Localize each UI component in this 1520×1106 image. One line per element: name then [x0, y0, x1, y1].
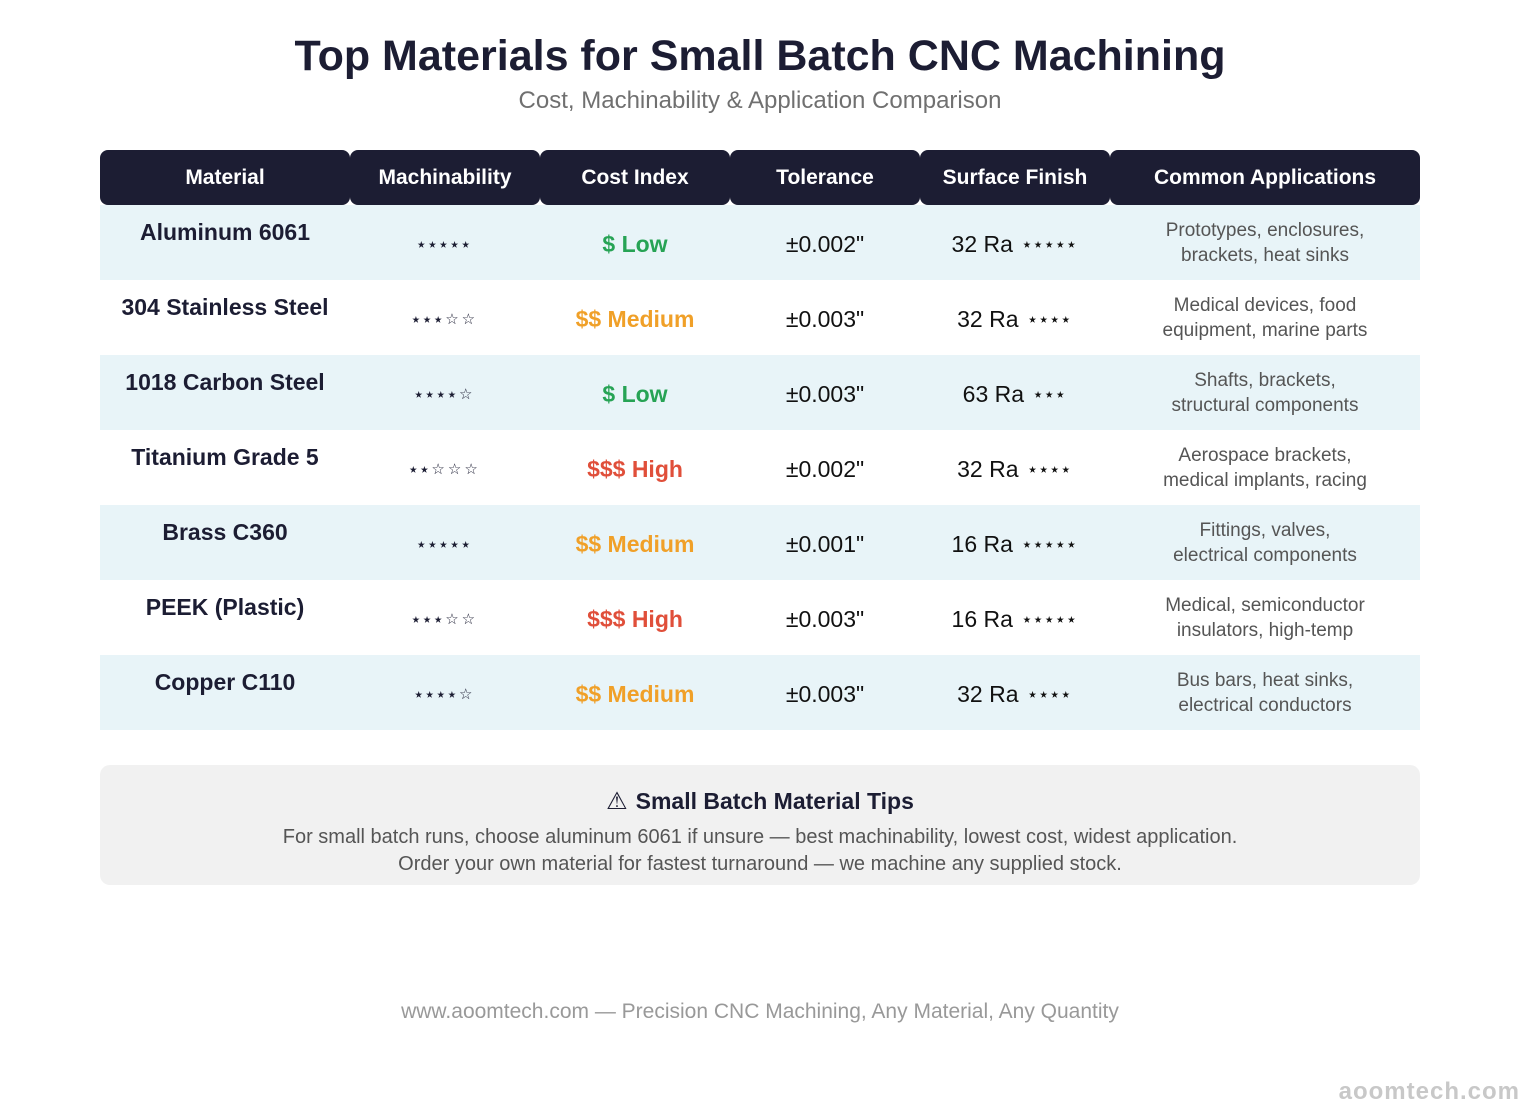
watermark-logo: aoomtech.com	[1338, 1078, 1520, 1105]
column-header-machinability: Machinability	[350, 150, 540, 205]
surface-finish: 16 Ra ⭑⭑⭑⭑⭑	[920, 580, 1110, 655]
material-name: Aluminum 6061	[140, 219, 310, 245]
finish-rating: ⭑⭑⭑	[1034, 385, 1068, 403]
page-subtitle: Cost, Machinability & Application Compar…	[518, 87, 1002, 114]
material-name: 1018 Carbon Steel	[125, 369, 325, 395]
common-applications: Aerospace brackets, medical implants, ra…	[1163, 444, 1367, 491]
finish-value: 32 Ra	[957, 305, 1019, 332]
tips-title-text: Small Batch Material Tips	[635, 788, 914, 814]
tolerance-value: ±0.003"	[785, 305, 865, 332]
cost-index: $$ Medium	[575, 680, 695, 707]
table-header: Material Machinability Cost Index Tolera…	[100, 150, 1420, 205]
finish-value: 16 Ra	[951, 530, 1013, 557]
tips-panel: ⚠ Small Batch Material Tips For small bat…	[100, 765, 1420, 885]
column-header-applications: Common Applications	[1110, 150, 1420, 205]
surface-finish: 32 Ra ⭑⭑⭑⭑	[920, 280, 1110, 355]
material-name: Copper C110	[154, 669, 296, 695]
finish-value: 16 Ra	[951, 605, 1013, 632]
tolerance-value: ±0.003"	[785, 680, 865, 707]
finish-rating: ⭑⭑⭑⭑⭑	[1022, 610, 1079, 628]
tips-line-1: For small batch runs, choose aluminum 60…	[282, 826, 1238, 848]
surface-finish: 32 Ra ⭑⭑⭑⭑⭑	[920, 205, 1110, 280]
finish-value: 63 Ra	[962, 380, 1025, 407]
common-applications: Medical devices, food equipment, marine …	[1162, 294, 1368, 341]
machinability-rating: ⭑⭑⭑☆☆	[411, 610, 479, 628]
table-row: 304 Stainless Steel ⭑⭑⭑☆☆ $$ Medium ±0.0…	[100, 280, 1420, 355]
tolerance-value: ±0.001"	[785, 530, 865, 557]
finish-value: 32 Ra	[951, 230, 1013, 257]
cost-index: $ Low	[602, 380, 668, 407]
machinability-rating: ⭑⭑⭑☆☆	[411, 310, 479, 328]
cost-index: $$ Medium	[575, 305, 695, 332]
machinability-rating: ⭑⭑⭑⭑☆	[414, 385, 476, 403]
machinability-rating: ⭑⭑⭑⭑⭑	[417, 535, 473, 553]
common-applications: Bus bars, heat sinks, electrical conduct…	[1176, 669, 1354, 716]
finish-rating: ⭑⭑⭑⭑	[1028, 460, 1073, 478]
surface-finish: 63 Ra ⭑⭑⭑	[920, 355, 1110, 430]
cost-index: $$ Medium	[575, 530, 695, 557]
tolerance-value: ±0.002"	[785, 230, 865, 257]
table-row: Brass C360 ⭑⭑⭑⭑⭑ $$ Medium ±0.001" 16 Ra…	[100, 505, 1420, 580]
cost-index: $$$ High	[587, 455, 683, 482]
table-row: Copper C110 ⭑⭑⭑⭑☆ $$ Medium ±0.003" 32 R…	[100, 655, 1420, 730]
finish-rating: ⭑⭑⭑⭑	[1028, 310, 1073, 328]
common-applications: Prototypes, enclosures, brackets, heat s…	[1165, 219, 1365, 266]
footer-text: www.aoomtech.com — Precision CNC Machini…	[401, 1000, 1119, 1023]
surface-finish: 32 Ra ⭑⭑⭑⭑	[920, 655, 1110, 730]
table-row: Aluminum 6061 ⭑⭑⭑⭑⭑ $ Low ±0.002" 32 Ra ⭑…	[100, 205, 1420, 280]
common-applications: Fittings, valves, electrical components	[1173, 519, 1357, 566]
finish-value: 32 Ra	[957, 455, 1019, 482]
column-header-cost-index: Cost Index	[540, 150, 730, 205]
tolerance-value: ±0.003"	[785, 605, 865, 632]
material-name: 304 Stainless Steel	[121, 294, 329, 320]
column-header-surface-finish: Surface Finish	[920, 150, 1110, 205]
table-row: PEEK (Plastic) ⭑⭑⭑☆☆ $$$ High ±0.003" 16…	[100, 580, 1420, 655]
finish-rating: ⭑⭑⭑⭑⭑	[1022, 235, 1079, 253]
material-name: Brass C360	[162, 519, 288, 545]
common-applications: Shafts, brackets, structural components	[1171, 369, 1359, 416]
column-header-material: Material	[100, 150, 350, 205]
table-row: 1018 Carbon Steel ⭑⭑⭑⭑☆ $ Low ±0.003" 63…	[100, 355, 1420, 430]
cost-index: $ Low	[602, 230, 668, 257]
machinability-rating: ⭑⭑⭑⭑☆	[414, 685, 476, 703]
table-body: Aluminum 6061 ⭑⭑⭑⭑⭑ $ Low ±0.002" 32 Ra ⭑…	[100, 205, 1420, 730]
surface-finish: 32 Ra ⭑⭑⭑⭑	[920, 430, 1110, 505]
tolerance-value: ±0.002"	[785, 455, 865, 482]
warning-icon: ⚠	[606, 787, 628, 815]
page-title: Top Materials for Small Batch CNC Machin…	[294, 32, 1226, 80]
machinability-rating: ⭑⭑☆☆☆	[409, 460, 481, 478]
materials-table: Material Machinability Cost Index Tolera…	[100, 150, 1420, 730]
common-applications: Medical, semiconductor insulators, high-…	[1165, 594, 1365, 641]
material-name: PEEK (Plastic)	[145, 594, 305, 620]
finish-value: 32 Ra	[957, 680, 1019, 707]
tolerance-value: ±0.003"	[785, 380, 865, 407]
machinability-rating: ⭑⭑⭑⭑⭑	[417, 235, 473, 253]
table-row: Titanium Grade 5 ⭑⭑☆☆☆ $$$ High ±0.002" …	[100, 430, 1420, 505]
finish-rating: ⭑⭑⭑⭑	[1028, 685, 1073, 703]
finish-rating: ⭑⭑⭑⭑⭑	[1022, 535, 1079, 553]
cost-index: $$$ High	[587, 605, 683, 632]
column-header-tolerance: Tolerance	[730, 150, 920, 205]
tips-title: ⚠ Small Batch Material Tips	[100, 787, 1420, 815]
tips-line-2: Order your own material for fastest turn…	[398, 853, 1122, 875]
material-name: Titanium Grade 5	[131, 444, 319, 470]
surface-finish: 16 Ra ⭑⭑⭑⭑⭑	[920, 505, 1110, 580]
